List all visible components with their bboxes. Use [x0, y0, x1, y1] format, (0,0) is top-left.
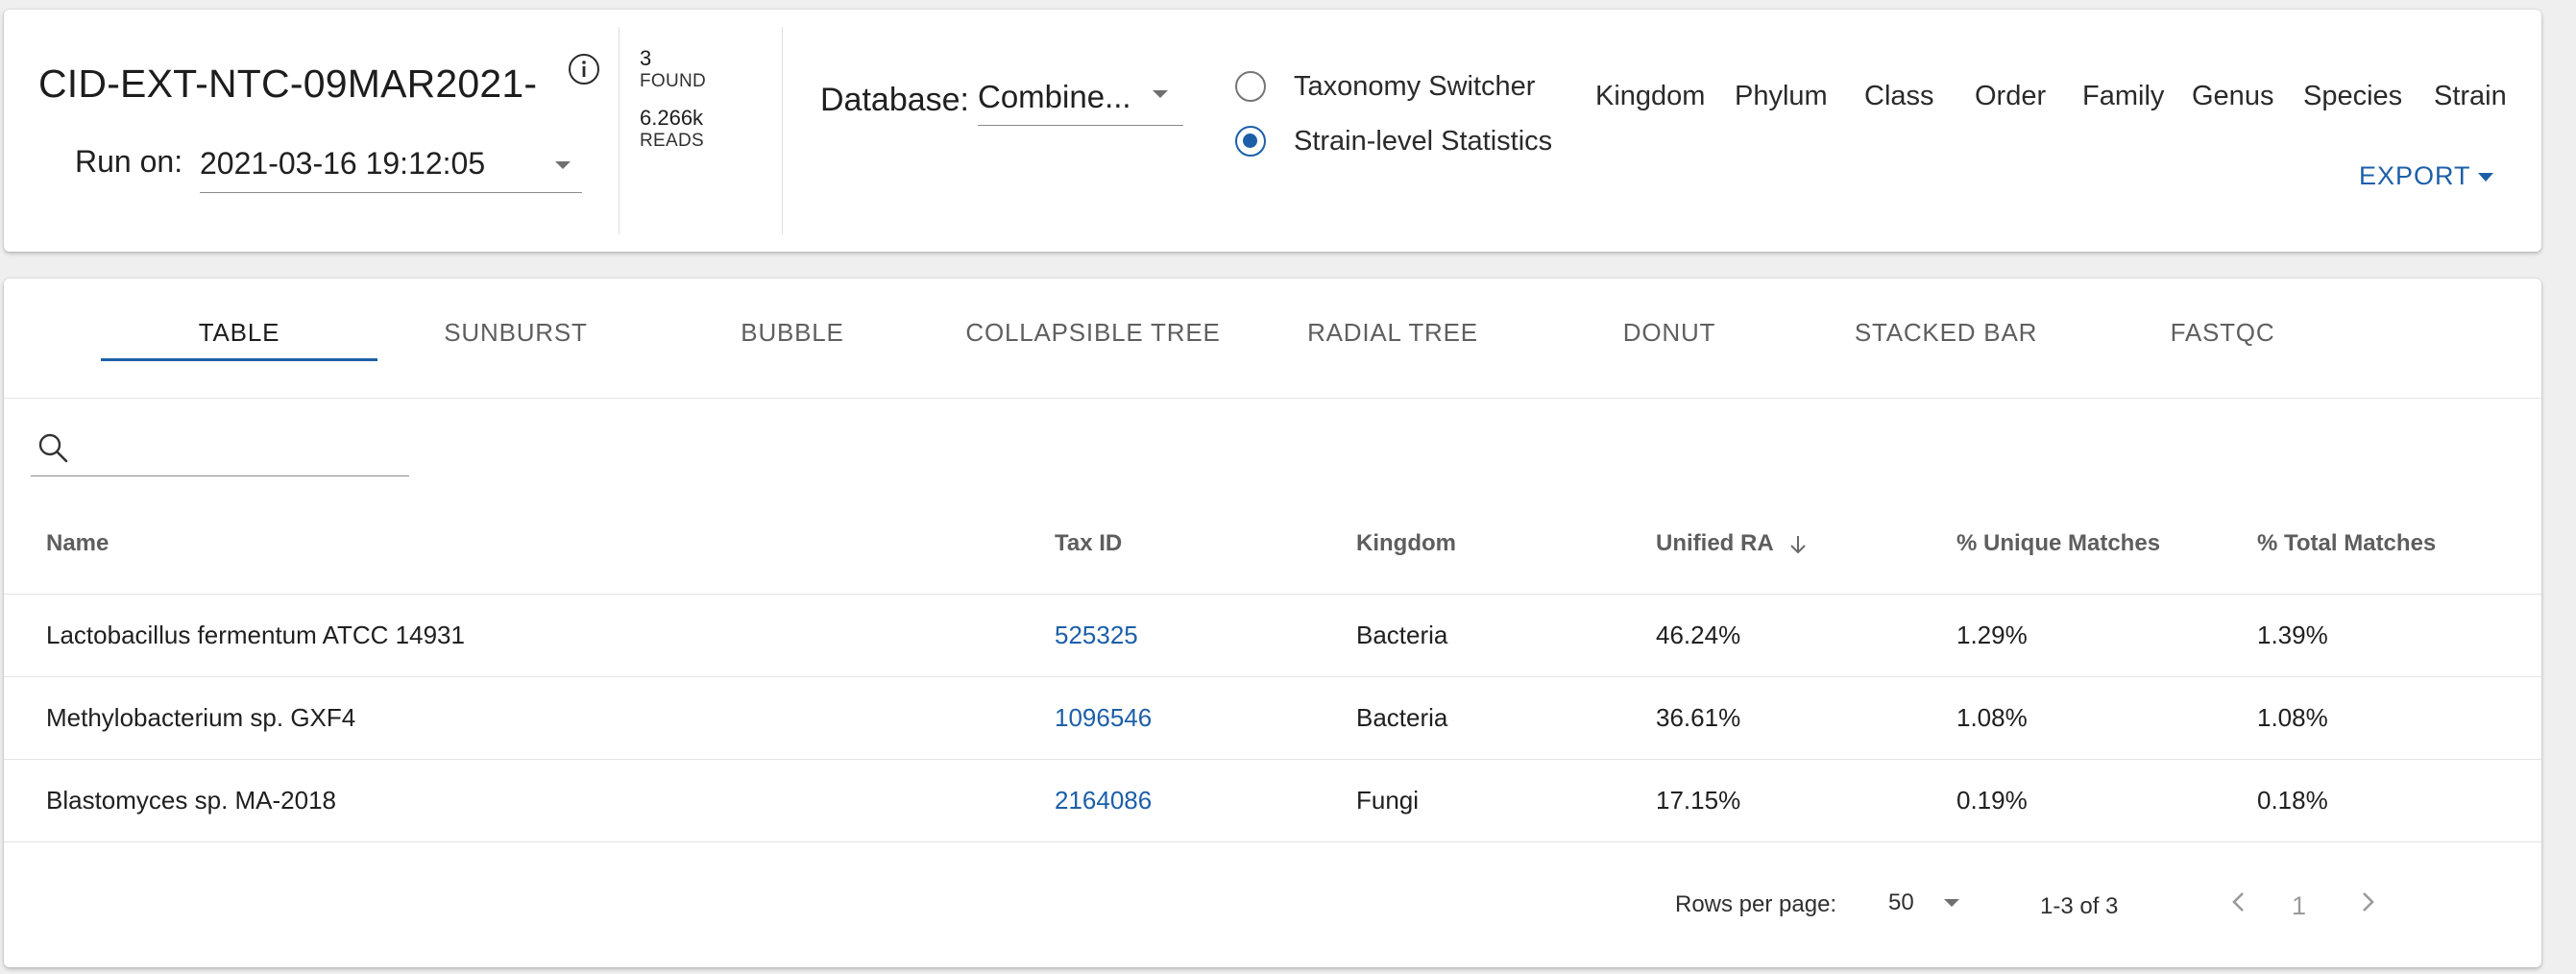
export-button[interactable]: EXPORT: [2359, 161, 2471, 190]
cell-unified-ra: 17.15%: [1656, 786, 1741, 815]
rows-per-page-label: Rows per page:: [1675, 891, 1837, 917]
info-icon[interactable]: [567, 52, 601, 86]
cell-total-matches: 1.08%: [2257, 703, 2328, 732]
database-value: Combine...: [978, 79, 1131, 114]
column-header-tax-id[interactable]: Tax ID: [1055, 530, 1123, 556]
active-tab-indicator: [101, 358, 377, 361]
search-icon: [38, 433, 68, 463]
found-label: FOUND: [640, 71, 707, 91]
caret-down-icon: [555, 161, 571, 169]
rank-genus[interactable]: Genus: [2192, 81, 2274, 111]
cell-name: Lactobacillus fermentum ATCC 14931: [46, 621, 465, 649]
caret-down-icon: [1944, 899, 1959, 907]
column-header-unique-matches[interactable]: % Unique Matches: [1956, 530, 2161, 556]
tab-collapsible-tree[interactable]: COLLAPSIBLE TREE: [965, 317, 1221, 347]
tab-sunburst[interactable]: SUNBURST: [444, 317, 588, 347]
tab-table[interactable]: TABLE: [198, 317, 280, 347]
run-title: CID-EXT-NTC-09MAR2021-: [38, 61, 538, 106]
rank-phylum[interactable]: Phylum: [1735, 81, 1828, 111]
cell-name: Methylobacterium sp. GXF4: [46, 703, 356, 732]
chevron-right-icon[interactable]: [2353, 888, 2382, 916]
found-count: 3: [640, 46, 652, 70]
database-select[interactable]: Combine...: [978, 67, 1183, 126]
tax-id-link[interactable]: 1096546: [1055, 703, 1153, 732]
rows-per-page-select[interactable]: 50: [1877, 880, 1963, 928]
run-on-select[interactable]: 2021-03-16 19:12:05: [200, 136, 582, 193]
row-divider: [4, 841, 2541, 842]
row-divider: [4, 676, 2541, 677]
cell-unique-matches: 0.19%: [1956, 786, 2028, 815]
rank-class[interactable]: Class: [1864, 81, 1934, 111]
reads-label: READS: [640, 131, 704, 151]
database-label: Database:: [820, 82, 969, 118]
cell-kingdom: Bacteria: [1356, 703, 1448, 732]
column-header-name[interactable]: Name: [46, 530, 109, 556]
tab-fastqc[interactable]: FASTQC: [2170, 317, 2275, 347]
rank-kingdom[interactable]: Kingdom: [1595, 81, 1706, 111]
taxonomy-switcher-label[interactable]: Taxonomy Switcher: [1294, 71, 1536, 102]
search-field[interactable]: [31, 418, 409, 476]
chevron-left-icon[interactable]: [2224, 888, 2253, 916]
rows-per-page-value: 50: [1888, 889, 1914, 915]
column-header-unified-ra[interactable]: Unified RA: [1656, 530, 1808, 557]
pagination-range: 1-3 of 3: [2040, 893, 2119, 919]
cell-kingdom: Fungi: [1356, 786, 1420, 815]
tabs-divider: [4, 398, 2541, 399]
cell-unique-matches: 1.08%: [1956, 703, 2028, 732]
cell-total-matches: 1.39%: [2257, 621, 2328, 649]
cell-unified-ra: 46.24%: [1656, 621, 1741, 649]
rank-strain[interactable]: Strain: [2434, 81, 2507, 111]
tax-id-link[interactable]: 525325: [1055, 621, 1138, 649]
search-input[interactable]: [79, 426, 400, 470]
results-card: TABLE SUNBURST BUBBLE COLLAPSIBLE TREE R…: [4, 279, 2541, 967]
rank-order[interactable]: Order: [1975, 81, 2047, 111]
cell-total-matches: 0.18%: [2257, 786, 2328, 815]
column-header-kingdom[interactable]: Kingdom: [1356, 530, 1456, 556]
row-divider: [4, 759, 2541, 760]
current-page[interactable]: 1: [2292, 891, 2307, 920]
cell-unique-matches: 1.29%: [1956, 621, 2028, 649]
strain-level-statistics-radio[interactable]: [1235, 126, 1266, 157]
sort-arrow-down-icon[interactable]: [1788, 534, 1808, 555]
run-header-card: CID-EXT-NTC-09MAR2021- Run on: 2021-03-1…: [4, 10, 2541, 252]
cell-kingdom: Bacteria: [1356, 621, 1448, 649]
strain-level-statistics-label[interactable]: Strain-level Statistics: [1294, 126, 1553, 157]
divider: [782, 27, 783, 234]
taxonomy-switcher-radio[interactable]: [1235, 71, 1266, 102]
divider: [619, 27, 620, 234]
run-on-value: 2021-03-16 19:12:05: [200, 146, 486, 181]
cell-name: Blastomyces sp. MA-2018: [46, 786, 337, 815]
tab-bubble[interactable]: BUBBLE: [741, 317, 844, 347]
header-divider: [4, 594, 2541, 595]
tab-donut[interactable]: DONUT: [1622, 317, 1716, 347]
rank-family[interactable]: Family: [2082, 81, 2165, 111]
tab-stacked-bar[interactable]: STACKED BAR: [1854, 317, 2038, 347]
reads-count: 6.266k: [640, 106, 704, 130]
column-header-unified-ra-label: Unified RA: [1656, 530, 1773, 556]
caret-down-icon: [2478, 173, 2493, 182]
cell-unified-ra: 36.61%: [1656, 703, 1741, 732]
caret-down-icon: [1153, 90, 1168, 98]
rank-species[interactable]: Species: [2303, 81, 2403, 111]
column-header-total-matches[interactable]: % Total Matches: [2257, 530, 2437, 556]
tax-id-link[interactable]: 2164086: [1055, 786, 1153, 815]
tab-radial-tree[interactable]: RADIAL TREE: [1307, 317, 1478, 347]
run-on-label: Run on:: [75, 144, 183, 179]
